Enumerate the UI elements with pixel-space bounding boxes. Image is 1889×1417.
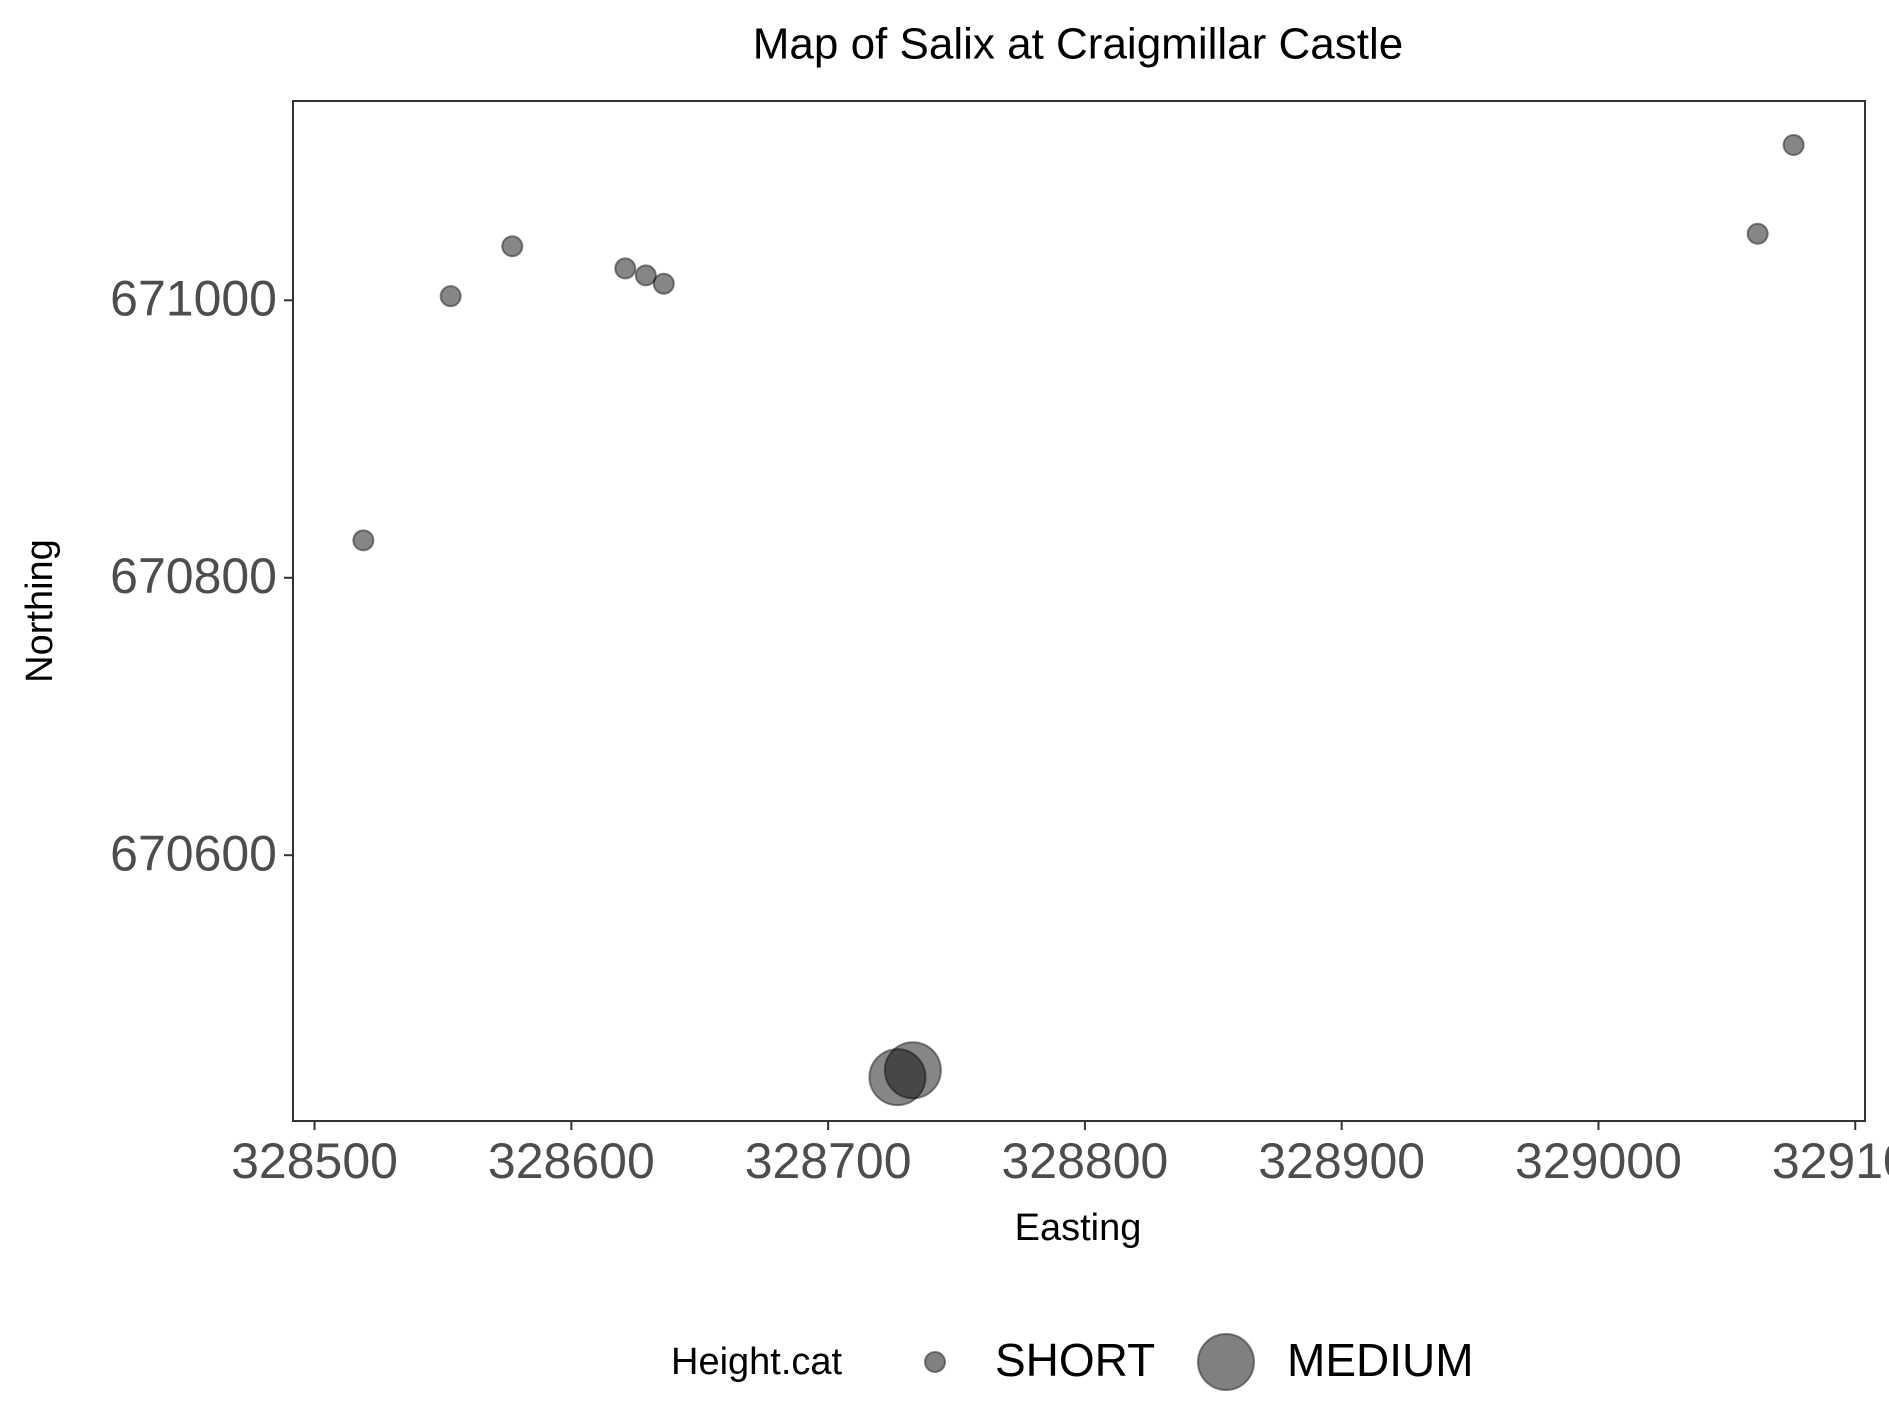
x-tick-label: 328800 xyxy=(1001,1133,1168,1189)
plot-panel xyxy=(292,100,1866,1122)
x-tick-label: 328600 xyxy=(488,1133,655,1189)
x-axis-label: Easting xyxy=(1015,1207,1142,1249)
chart-title: Map of Salix at Craigmillar Castle xyxy=(753,20,1403,69)
x-tick-label: 329000 xyxy=(1515,1133,1682,1189)
y-tick-label: 670800 xyxy=(110,548,277,604)
point xyxy=(652,272,675,295)
legend-marker xyxy=(924,1351,946,1373)
point xyxy=(1746,222,1769,245)
y-tick-label: 671000 xyxy=(110,271,277,327)
point xyxy=(1782,133,1805,156)
legend-title: Height.cat xyxy=(671,1341,843,1383)
x-tick-label: 329100 xyxy=(1772,1133,1889,1189)
point xyxy=(634,264,657,287)
x-tick-label: 328900 xyxy=(1258,1133,1425,1189)
legend-label: MEDIUM xyxy=(1287,1334,1474,1386)
legend-marker xyxy=(1197,1333,1255,1391)
x-tick-label: 328700 xyxy=(745,1133,912,1189)
point xyxy=(883,1041,942,1100)
point xyxy=(352,529,375,552)
y-tick-label: 670600 xyxy=(110,825,277,881)
y-axis-label: Northing xyxy=(19,539,61,683)
point xyxy=(439,285,462,308)
x-tick-label: 328500 xyxy=(231,1133,398,1189)
point xyxy=(614,257,637,280)
legend-label: SHORT xyxy=(995,1334,1155,1386)
point xyxy=(501,235,524,258)
